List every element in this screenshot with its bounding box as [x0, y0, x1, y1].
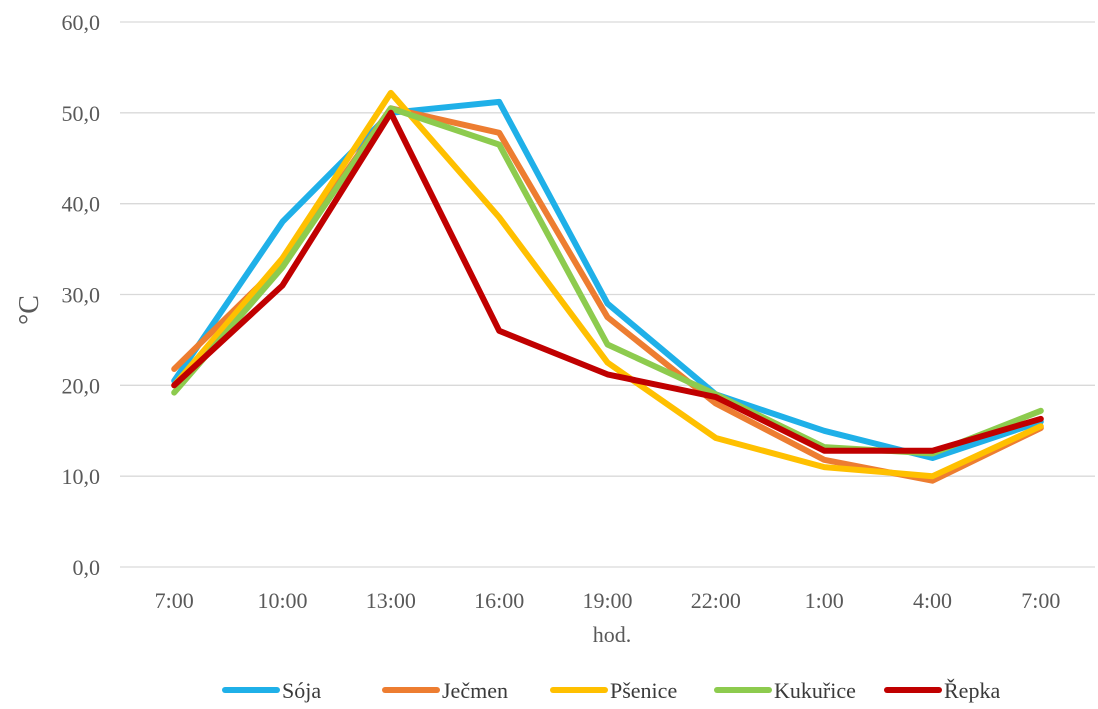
legend-label: Sója: [282, 678, 321, 703]
legend-label: Řepka: [944, 678, 1000, 703]
x-axis-ticks: 7:00 10:00 13:00 16:00 19:00 22:00 1:00 4:00 7:0…: [155, 588, 1061, 613]
y-axis-ticks: 0,0 10,0 20,0 30,0 40,0 50,0 60,0: [62, 10, 101, 580]
x-axis-title: hod.: [593, 622, 632, 647]
x-tick-label: 19:00: [582, 588, 632, 613]
x-tick-label: 1:00: [805, 588, 844, 613]
x-tick-label: 7:00: [1021, 588, 1060, 613]
y-tick-label: 0,0: [73, 555, 101, 580]
legend-item: Sója: [225, 678, 321, 703]
x-tick-label: 13:00: [366, 588, 416, 613]
legend-label: Pšenice: [610, 678, 677, 703]
x-tick-label: 10:00: [257, 588, 307, 613]
x-tick-label: 4:00: [913, 588, 952, 613]
series-line-3: [174, 93, 1041, 476]
y-tick-label: 30,0: [62, 283, 101, 308]
series-lines: [174, 93, 1041, 481]
legend-item: Ječmen: [385, 678, 508, 703]
y-tick-label: 50,0: [62, 101, 101, 126]
gridlines: [120, 22, 1095, 567]
y-tick-label: 20,0: [62, 373, 101, 398]
x-tick-label: 7:00: [155, 588, 194, 613]
series-line-1: [174, 102, 1041, 458]
legend-label: Ječmen: [442, 678, 508, 703]
y-tick-label: 60,0: [62, 10, 101, 35]
x-tick-label: 16:00: [474, 588, 524, 613]
y-axis-title: °C: [14, 295, 45, 325]
legend: Sója Ječmen Pšenice Kukuřice Řepka: [225, 678, 1000, 703]
series-line-4: [174, 108, 1041, 453]
legend-label: Kukuřice: [774, 678, 856, 703]
legend-item: Pšenice: [553, 678, 677, 703]
y-tick-label: 40,0: [62, 192, 101, 217]
series-line-5: [174, 113, 1041, 451]
x-tick-label: 22:00: [691, 588, 741, 613]
legend-item: Řepka: [887, 678, 1000, 703]
legend-item: Kukuřice: [717, 678, 856, 703]
y-tick-label: 10,0: [62, 464, 101, 489]
